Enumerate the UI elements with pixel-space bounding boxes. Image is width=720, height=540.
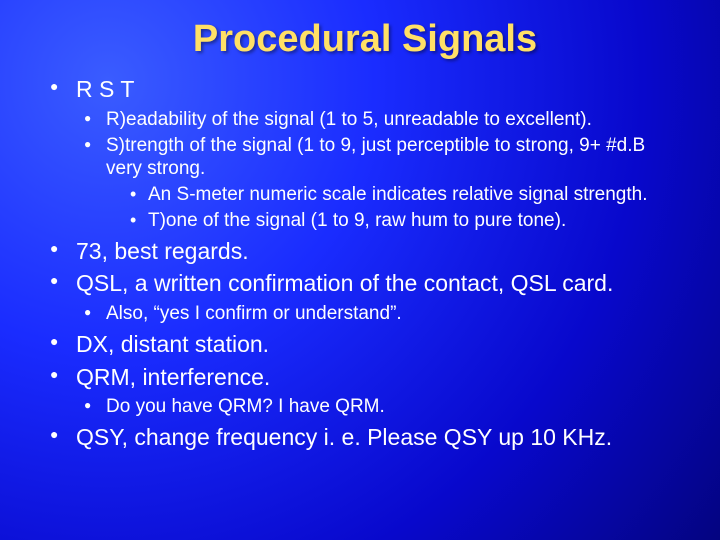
rst-strength-text: S)trength of the signal (1 to 9, just pe… (106, 135, 645, 180)
rst-tone: T)one of the signal (1 to 9, raw hum to … (130, 209, 680, 233)
item-dx: DX, distant station. (50, 330, 680, 359)
rst-strength: S)trength of the signal (1 to 9, just pe… (84, 134, 680, 233)
slide: Procedural Signals R S T R)eadability of… (0, 0, 720, 540)
item-qrm-label: QRM, interference. (76, 364, 270, 390)
item-qrm: QRM, interference. Do you have QRM? I ha… (50, 363, 680, 420)
rst-readability: R)eadability of the signal (1 to 5, unre… (84, 108, 680, 132)
slide-title: Procedural Signals (50, 18, 680, 61)
item-qsl-label: QSL, a written confirmation of the conta… (76, 270, 613, 296)
item-qsy: QSY, change frequency i. e. Please QSY u… (50, 423, 680, 452)
qrm-question: Do you have QRM? I have QRM. (84, 395, 680, 419)
bullet-list: R S T R)eadability of the signal (1 to 5… (50, 75, 680, 452)
item-rst-label: R S T (76, 76, 134, 102)
qsl-also: Also, “yes I confirm or understand”. (84, 302, 680, 326)
rst-strength-sublist: An S-meter numeric scale indicates relat… (130, 183, 680, 233)
rst-sublist: R)eadability of the signal (1 to 5, unre… (84, 108, 680, 233)
rst-smeter: An S-meter numeric scale indicates relat… (130, 183, 680, 207)
qsl-sublist: Also, “yes I confirm or understand”. (84, 302, 680, 326)
qrm-sublist: Do you have QRM? I have QRM. (84, 395, 680, 419)
item-rst: R S T R)eadability of the signal (1 to 5… (50, 75, 680, 233)
item-qsl: QSL, a written confirmation of the conta… (50, 269, 680, 326)
item-73: 73, best regards. (50, 237, 680, 266)
